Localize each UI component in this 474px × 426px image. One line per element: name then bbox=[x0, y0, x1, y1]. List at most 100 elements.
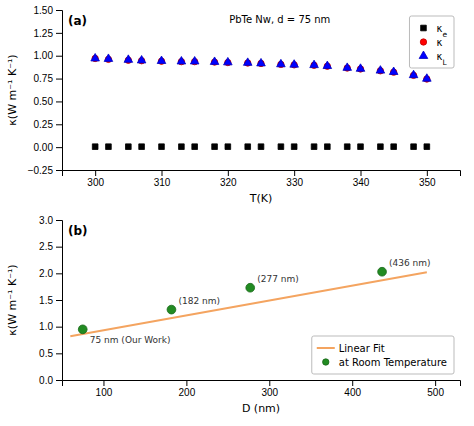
point bbox=[378, 144, 384, 150]
x-tick-label: 320 bbox=[220, 177, 237, 188]
point bbox=[190, 57, 199, 64]
x-axis: 100200300400500 bbox=[63, 380, 461, 398]
y-tick: 3.0 bbox=[39, 215, 62, 226]
point bbox=[391, 144, 397, 150]
x-tick-mark bbox=[162, 170, 163, 176]
point bbox=[310, 60, 319, 67]
y-tick-mark bbox=[56, 300, 62, 301]
point bbox=[224, 57, 233, 64]
point bbox=[290, 60, 299, 67]
point bbox=[376, 66, 385, 73]
point-label: (182 nm) bbox=[178, 296, 220, 306]
legend-swatch bbox=[419, 51, 428, 58]
x-tick: 320 bbox=[220, 170, 237, 188]
point bbox=[277, 59, 286, 66]
y-tick: 1.0 bbox=[39, 321, 62, 332]
y-tick: −0.25 bbox=[28, 165, 62, 176]
x-tick-label: 200 bbox=[179, 387, 196, 398]
x-tick: 310 bbox=[154, 170, 171, 188]
y-tick-mark bbox=[56, 10, 62, 11]
point bbox=[212, 144, 218, 150]
x-tick: 350 bbox=[419, 170, 436, 188]
fit-line bbox=[70, 272, 427, 336]
panel: 1002003004005000.00.51.01.52.02.53.0D (n… bbox=[6, 215, 461, 415]
point bbox=[210, 57, 219, 64]
y-tick-label: 0.75 bbox=[34, 73, 54, 84]
legend-box bbox=[409, 16, 454, 68]
x-tick-mark bbox=[361, 170, 362, 176]
point bbox=[358, 144, 364, 150]
y-tick-mark bbox=[56, 247, 62, 248]
y-tick: 0.0 bbox=[39, 375, 62, 386]
title: PbTe Nw, d = 75 nm bbox=[229, 14, 330, 25]
point bbox=[323, 61, 332, 68]
legend-label: Linear Fit bbox=[339, 343, 385, 354]
point bbox=[389, 67, 398, 74]
point bbox=[106, 144, 112, 150]
y-tick: 0.75 bbox=[34, 73, 62, 84]
y-tick-label: 0.50 bbox=[34, 96, 54, 107]
y-tick-label: −0.25 bbox=[28, 165, 54, 176]
y-axis-line bbox=[56, 221, 63, 381]
point bbox=[246, 283, 255, 292]
point-label: 75 nm (Our Work) bbox=[90, 335, 171, 345]
y-tick: 2.5 bbox=[39, 241, 62, 252]
point bbox=[325, 144, 331, 150]
point bbox=[91, 53, 100, 60]
y-tick-label: 2.5 bbox=[39, 241, 53, 252]
y-tick-label: 1.50 bbox=[34, 5, 54, 16]
y-tick-mark bbox=[56, 147, 62, 148]
point bbox=[411, 144, 417, 150]
y-tick-label: 2.0 bbox=[39, 268, 53, 279]
legend: κeκκL bbox=[409, 16, 454, 68]
point bbox=[424, 144, 430, 150]
plot-area bbox=[91, 53, 431, 149]
y-tick: 1.50 bbox=[34, 5, 62, 16]
point bbox=[356, 64, 365, 71]
x-tick: 400 bbox=[344, 380, 361, 398]
x-tick-mark bbox=[352, 380, 353, 386]
panel-label: (b) bbox=[68, 224, 88, 238]
panel-label: (a) bbox=[68, 14, 87, 28]
y-tick-mark bbox=[56, 124, 62, 125]
y-tick-mark bbox=[56, 327, 62, 328]
point bbox=[257, 58, 266, 65]
legend-item: κ bbox=[420, 37, 442, 48]
x-tick-mark bbox=[95, 170, 96, 176]
x-tick: 200 bbox=[179, 380, 196, 398]
x-tick: 500 bbox=[427, 380, 444, 398]
y-tick-label: 0.25 bbox=[34, 119, 54, 130]
point bbox=[139, 144, 145, 150]
legend-item: κe bbox=[421, 23, 448, 39]
point bbox=[159, 144, 165, 150]
point bbox=[258, 144, 264, 150]
point-label: (277 nm) bbox=[257, 274, 299, 284]
point bbox=[167, 305, 176, 314]
y-tick: 0.00 bbox=[34, 142, 62, 153]
x-tick-label: 100 bbox=[96, 387, 113, 398]
legend-label: κ bbox=[436, 37, 442, 48]
point bbox=[344, 144, 350, 150]
y-tick: 0.5 bbox=[39, 348, 62, 359]
point bbox=[104, 54, 113, 61]
point bbox=[245, 144, 251, 150]
y-tick-label: 1.25 bbox=[34, 28, 54, 39]
x-tick-mark bbox=[427, 170, 428, 176]
y-tick-mark bbox=[56, 101, 62, 102]
legend-swatch bbox=[421, 25, 427, 31]
x-tick-label: 500 bbox=[427, 387, 444, 398]
x-tick-label: 310 bbox=[154, 177, 171, 188]
y-tick-mark bbox=[56, 170, 62, 171]
point bbox=[92, 144, 98, 150]
point bbox=[124, 55, 133, 62]
point bbox=[225, 144, 231, 150]
y-tick-label: 3.0 bbox=[39, 215, 53, 226]
y-tick: 0.50 bbox=[34, 96, 62, 107]
y-tick-label: 0.00 bbox=[34, 142, 54, 153]
point bbox=[126, 144, 132, 150]
y-tick: 1.25 bbox=[34, 28, 62, 39]
y-tick-mark bbox=[56, 56, 62, 57]
x-axis-line bbox=[63, 171, 461, 177]
legend: Linear Fitat Room Temperature bbox=[312, 336, 454, 374]
x-tick-mark bbox=[269, 380, 270, 386]
